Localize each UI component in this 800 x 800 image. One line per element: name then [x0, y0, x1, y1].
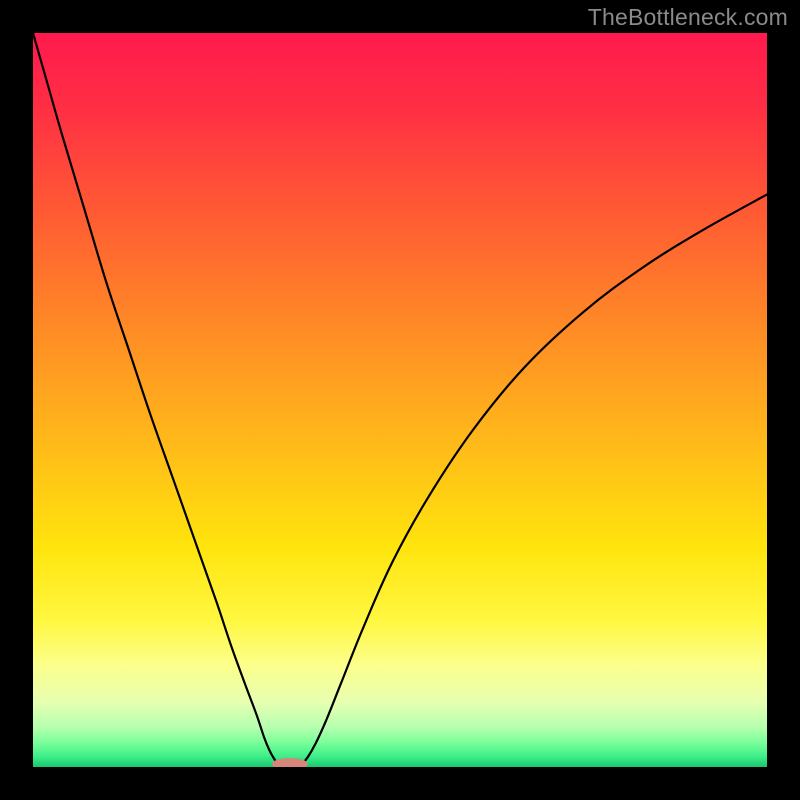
gradient-background: [33, 33, 767, 767]
watermark-text: TheBottleneck.com: [588, 4, 788, 31]
plot-area: [33, 33, 767, 767]
chart-svg: [33, 33, 767, 767]
chart-container: TheBottleneck.com: [0, 0, 800, 800]
